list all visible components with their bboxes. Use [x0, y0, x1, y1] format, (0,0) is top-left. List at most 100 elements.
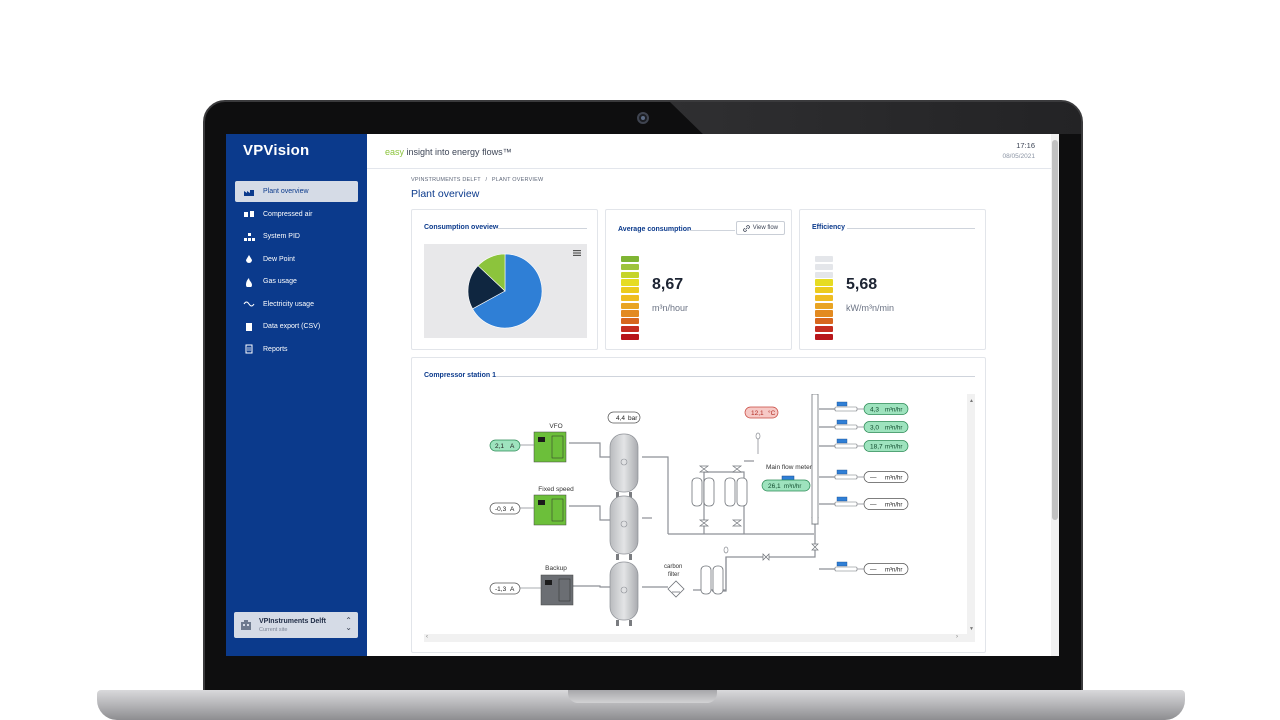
hamburger-menu-icon[interactable]	[573, 250, 581, 256]
branch-flow-unit: m³n/hr	[885, 475, 902, 481]
branch-flow-value: 4,3	[870, 406, 879, 413]
compressor-label-backup: Backup	[545, 565, 567, 572]
gauge-segment	[621, 326, 639, 333]
branch-flow-meter-icon[interactable]	[836, 561, 848, 567]
average-value: 8,67	[652, 276, 684, 293]
sidebar-item-label: Reports	[263, 345, 288, 353]
branch-flow-meter-icon[interactable]	[836, 401, 848, 407]
tagline: easy insight into energy flows™	[385, 147, 512, 157]
receiver-tank-2	[609, 495, 639, 560]
branch-flow-meter-icon[interactable]	[836, 419, 848, 425]
breadcrumb-current: PLANT OVERVIEW	[491, 177, 544, 183]
view-flow-button[interactable]: View flow	[735, 221, 785, 235]
pie-slice[interactable]	[477, 253, 506, 292]
laptop-notch	[568, 690, 717, 703]
pie-slice[interactable]	[467, 265, 506, 310]
page-title: Plant overview	[411, 188, 480, 200]
efficiency-card: Efficiency 5,68 kW/m³n/min	[799, 209, 986, 350]
gauge-segment	[621, 333, 639, 340]
gauge-segment	[815, 302, 833, 309]
building-icon	[241, 620, 251, 630]
scroll-down-icon[interactable]: ▼	[969, 626, 974, 632]
sidebar-item-gas-usage[interactable]: Gas usage	[235, 271, 358, 292]
current-unit: A	[510, 443, 515, 450]
branch-flow-unit: m³n/hr	[885, 444, 902, 450]
efficiency-value: 5,68	[846, 276, 878, 293]
gauge-segment	[815, 279, 833, 286]
sidebar-item-label: Gas usage	[263, 278, 297, 285]
gauge-segment	[815, 263, 833, 270]
title-divider	[496, 228, 587, 229]
gauge-segment	[621, 310, 639, 317]
page-scrollbar[interactable]	[1051, 134, 1059, 656]
tagline-accent: easy	[385, 147, 405, 157]
sidebar-item-compressed-air[interactable]: Compressed air	[235, 204, 358, 225]
temperature-value: 12,1	[751, 410, 764, 417]
compressor-label-fixed: Fixed speed	[538, 486, 574, 493]
title-divider	[496, 376, 975, 377]
sidebar-item-system-pid[interactable]: System PID	[235, 226, 358, 247]
station-title: Compressor station 1	[424, 372, 496, 379]
compressors	[533, 431, 574, 606]
carbon-filter-label: carbon	[664, 564, 682, 570]
gauge-segment	[621, 287, 639, 294]
main-meter-label: Main flow meter	[766, 464, 813, 471]
branch-flow-meter-icon[interactable]	[836, 469, 848, 475]
title-divider	[690, 230, 735, 231]
sidebar-item-plant-overview[interactable]: Plant overview	[235, 181, 358, 202]
sidebar-item-electricity-usage[interactable]: Electricity usage	[235, 294, 358, 315]
distribution-header	[811, 394, 819, 525]
brand-logo: VPVision	[243, 142, 310, 159]
site-selector[interactable]: VPInstruments Delft Current site ⌃ ⌄	[234, 612, 358, 638]
average-title: Average consumption	[618, 226, 692, 233]
sidebar-item-dew-point[interactable]: Dew Point	[235, 249, 358, 270]
valves	[698, 465, 819, 561]
page-scroll-thumb[interactable]	[1052, 140, 1058, 520]
compressor-unit-2[interactable]	[540, 574, 574, 606]
branch-flow-unit: m³n/hr	[885, 567, 902, 573]
diagram-horizontal-scrollbar[interactable]: ‹ ›	[424, 634, 968, 642]
gauge-segment	[621, 318, 639, 325]
branch-flow-value: 3,0	[870, 424, 879, 431]
branch-flow-meter-icon[interactable]	[836, 438, 848, 444]
factory-icon	[243, 187, 255, 197]
sidebar-nav: Plant overview Compressed air System PID De…	[235, 181, 358, 361]
sidebar-item-label: Compressed air	[263, 210, 313, 218]
bezel-reflection	[670, 102, 1081, 134]
carbon-filter-label-2: filter	[668, 572, 679, 578]
gauge-segment	[621, 263, 639, 270]
gauge-segment	[815, 287, 833, 294]
consumption-gauge	[621, 256, 639, 342]
breadcrumb-separator: /	[485, 177, 488, 183]
compressor-unit-1[interactable]	[533, 494, 567, 526]
compressor-icon	[243, 209, 255, 219]
flame-icon	[243, 277, 255, 287]
sidebar-item-data-export-csv[interactable]: Data export (CSV)	[235, 316, 358, 337]
scroll-up-icon[interactable]: ▲	[969, 398, 974, 404]
scroll-left-icon[interactable]: ‹	[426, 634, 428, 640]
pid-diagram: Main flow meter VFO Fixed speed Backup 2…	[489, 394, 909, 626]
compressor-unit-0[interactable]	[533, 431, 567, 463]
pie-slice[interactable]	[472, 253, 543, 329]
sidebar-item-label: Dew Point	[263, 255, 295, 263]
branch-flow-unit: m³n/hr	[885, 502, 902, 508]
efficiency-unit: kW/m³n/min	[846, 303, 894, 313]
breadcrumb-root[interactable]: VPINSTRUMENTS DELFT	[411, 177, 481, 183]
compressor-label-vfo: VFO	[549, 423, 562, 430]
gauge-segment	[621, 302, 639, 309]
current-unit: A	[510, 506, 515, 513]
efficiency-title: Efficiency	[812, 224, 846, 231]
branch-flow-meter-icon[interactable]	[836, 496, 848, 502]
sidebar-item-label: Plant overview	[263, 188, 309, 195]
gauge-segment	[621, 279, 639, 286]
branch-sensor-body	[834, 566, 858, 572]
consumption-title: Consumption oveview	[424, 224, 499, 231]
current-value: -0,3	[495, 506, 507, 513]
compressor-station-card: Compressor station 1	[411, 357, 986, 653]
gauge-segment	[621, 271, 639, 278]
scroll-right-icon[interactable]: ›	[956, 634, 958, 640]
sidebar-item-reports[interactable]: Reports	[235, 339, 358, 360]
temperature-unit: °C	[768, 409, 776, 417]
diagram-vertical-scrollbar[interactable]: ▲ ▼	[967, 394, 975, 642]
